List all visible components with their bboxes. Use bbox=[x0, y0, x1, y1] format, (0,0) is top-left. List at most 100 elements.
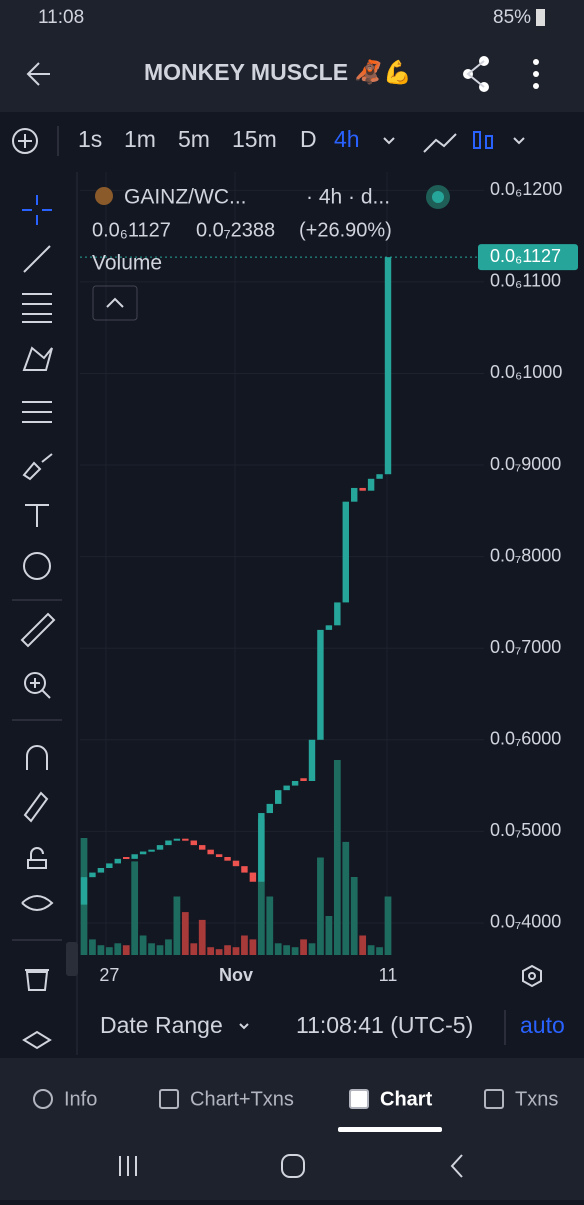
y-tick-label: 0.0₇7000 bbox=[490, 637, 561, 657]
last-price-box bbox=[478, 244, 578, 271]
candle-body bbox=[291, 781, 299, 786]
more-button[interactable] bbox=[533, 59, 539, 89]
back-button[interactable] bbox=[26, 62, 50, 86]
candle-body bbox=[351, 487, 358, 502]
tab[interactable]: Chart bbox=[380, 1088, 433, 1110]
volume-bar bbox=[308, 943, 316, 955]
y-tick-label: 0.0₇8000 bbox=[490, 545, 561, 565]
candle-body bbox=[376, 474, 383, 479]
volume-bar bbox=[274, 943, 282, 955]
volume-label: Volume bbox=[92, 252, 162, 275]
line-chart-type[interactable] bbox=[423, 133, 457, 153]
timeframe[interactable]: D bbox=[300, 126, 317, 152]
settings-button[interactable] bbox=[522, 964, 542, 988]
volume-bar bbox=[384, 896, 392, 955]
timeframe[interactable]: 1s bbox=[78, 126, 102, 152]
candle-body bbox=[266, 803, 273, 814]
last-price-label: 0.0₆1127 bbox=[490, 246, 561, 266]
drawing-tools[interactable] bbox=[20, 195, 56, 1050]
add-indicator[interactable] bbox=[12, 128, 38, 154]
candle-body bbox=[97, 868, 105, 873]
volume-bar bbox=[190, 943, 198, 955]
candle-body bbox=[384, 257, 392, 475]
legend-change: 0.0₇2388 bbox=[196, 219, 275, 241]
clock: 11:08:41 (UTC-5) bbox=[296, 1012, 473, 1038]
volume-bar bbox=[333, 760, 341, 955]
candle-body bbox=[148, 849, 155, 852]
timeframe[interactable]: 1m bbox=[124, 126, 156, 152]
candle-body bbox=[123, 857, 130, 860]
tab[interactable]: Chart+Txns bbox=[190, 1088, 294, 1110]
tool-dividers bbox=[12, 599, 62, 941]
footer-bg bbox=[78, 1000, 584, 1055]
volume-bar bbox=[266, 896, 274, 955]
candle-body bbox=[224, 857, 231, 861]
candle-body bbox=[342, 501, 349, 603]
timeframe[interactable]: 4h bbox=[334, 126, 360, 152]
candle-body bbox=[359, 487, 366, 491]
candle-body bbox=[182, 838, 189, 841]
tab[interactable]: Info bbox=[64, 1088, 97, 1110]
volume-bar bbox=[367, 945, 375, 955]
volume-bar bbox=[376, 947, 383, 955]
volume-bar bbox=[122, 945, 130, 955]
candle-body bbox=[283, 785, 290, 791]
candle-body bbox=[89, 872, 96, 878]
legend-price: 0.0₆1127 bbox=[92, 219, 171, 241]
volume-bar bbox=[139, 935, 147, 955]
volume-bar bbox=[165, 939, 172, 955]
tools-toggle[interactable] bbox=[66, 942, 78, 976]
candle-body bbox=[241, 866, 248, 873]
volume-bar bbox=[114, 943, 122, 955]
volume-bar bbox=[359, 935, 367, 955]
tab[interactable]: Txns bbox=[515, 1088, 558, 1110]
candle-chart-type[interactable] bbox=[473, 131, 493, 149]
candle-body bbox=[232, 860, 240, 867]
candle-body bbox=[80, 877, 88, 905]
candle-body bbox=[190, 840, 197, 846]
candle-body bbox=[308, 739, 316, 781]
timeframe[interactable]: 5m bbox=[178, 126, 210, 152]
system-nav[interactable] bbox=[119, 1154, 463, 1178]
share-button[interactable] bbox=[463, 56, 489, 92]
candle-body bbox=[156, 845, 164, 850]
volume-bar bbox=[131, 861, 139, 955]
timeframe[interactable]: 15m bbox=[232, 126, 277, 152]
candle-body bbox=[199, 845, 206, 850]
volume-bar bbox=[325, 916, 333, 955]
app-title: MONKEY MUSCLE 🦧💪 bbox=[144, 58, 412, 86]
candle-body bbox=[173, 838, 181, 841]
volume-bar bbox=[156, 945, 164, 955]
tab-icon bbox=[349, 1089, 369, 1109]
candle-body bbox=[207, 849, 214, 855]
date-range-caret bbox=[239, 1023, 249, 1030]
volume-bar bbox=[181, 912, 189, 955]
candle-body bbox=[215, 854, 223, 858]
volume-bar bbox=[97, 945, 105, 955]
y-tick-label: 0.0₆1200 bbox=[490, 179, 562, 199]
candle-body bbox=[334, 602, 341, 626]
collapse-button[interactable] bbox=[92, 285, 138, 321]
date-range[interactable]: Date Range bbox=[100, 1012, 223, 1038]
y-tick-label: 0.0₇5000 bbox=[490, 820, 561, 840]
chart-type-dropdown[interactable] bbox=[513, 137, 525, 145]
volume-bar bbox=[89, 939, 96, 955]
tools-bg bbox=[0, 170, 75, 1060]
tab-indicator bbox=[338, 1127, 442, 1132]
volume-bar bbox=[232, 947, 240, 955]
legend-change-pct: (+26.90%) bbox=[299, 219, 392, 241]
volume-bar bbox=[198, 919, 206, 955]
symbol: GAINZ/WC... bbox=[124, 186, 247, 209]
volume-bar bbox=[241, 935, 248, 955]
candle-body bbox=[131, 854, 138, 859]
candle-body bbox=[114, 858, 121, 864]
volume-bar bbox=[224, 945, 231, 955]
tf-dropdown[interactable] bbox=[383, 137, 395, 145]
volume-bar bbox=[342, 841, 350, 955]
status-dot bbox=[432, 191, 444, 203]
volume-bar bbox=[300, 939, 307, 955]
x-tick-label: 27 bbox=[99, 965, 119, 985]
volume-bar bbox=[249, 939, 257, 955]
auto-scale[interactable]: auto bbox=[520, 1012, 565, 1038]
